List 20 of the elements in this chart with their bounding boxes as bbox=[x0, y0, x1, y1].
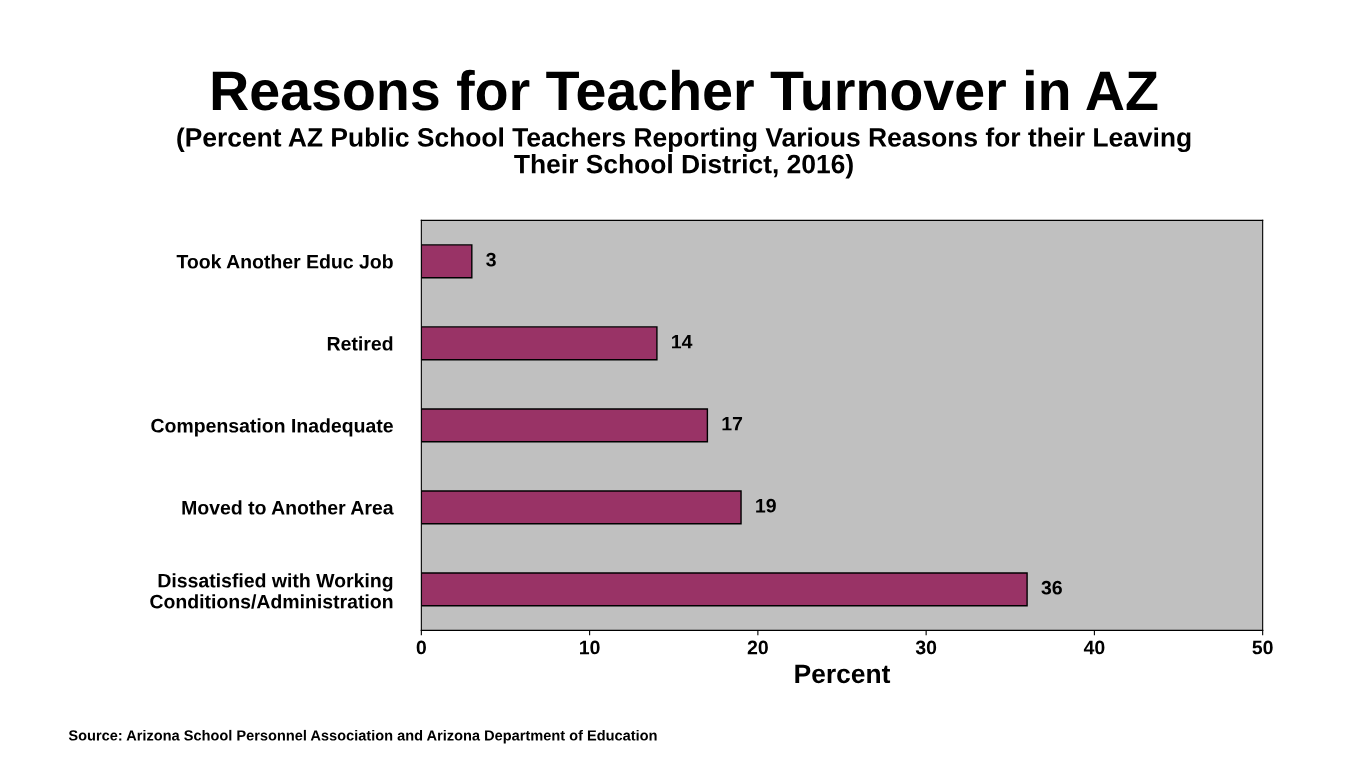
x-axis-title: Percent bbox=[795, 664, 891, 684]
source-note: Source: Arizona School Personnel Association and Arizona Department of Education bbox=[68, 729, 657, 744]
y-tick-label: Moved to Another Area bbox=[182, 500, 394, 515]
y-tick-label: Took Another Educ Job bbox=[176, 254, 393, 269]
chart-subtitle: (Percent AZ Public School Teachers Reporting Various Reasons for their Leaving Their School District, 2016) bbox=[177, 127, 1191, 179]
data-label: 3 bbox=[486, 252, 496, 267]
data-label: 36 bbox=[1041, 580, 1062, 595]
x-tick-label: 50 bbox=[1252, 640, 1273, 655]
x-tick-label: 40 bbox=[1083, 640, 1105, 655]
x-tick-label: 0 bbox=[416, 640, 426, 655]
x-tick-label: 30 bbox=[915, 640, 937, 655]
y-tick-label: Retired bbox=[327, 336, 393, 351]
x-tick-label: 20 bbox=[747, 640, 768, 655]
y-tick-label: Dissatisfied with Working Conditions/Administration bbox=[150, 573, 393, 609]
x-tick-label: 10 bbox=[580, 640, 600, 655]
data-label: 17 bbox=[722, 416, 743, 431]
chart-title: Reasons for Teacher Turnover in AZ bbox=[212, 69, 1158, 111]
y-tick-label: Compensation Inadequate bbox=[151, 418, 393, 437]
data-label: 19 bbox=[756, 498, 776, 513]
data-label: 14 bbox=[672, 334, 693, 349]
